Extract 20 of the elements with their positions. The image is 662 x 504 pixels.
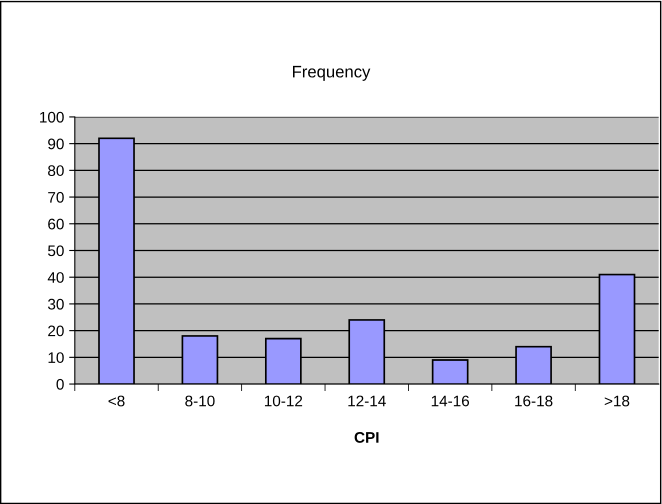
y-tick-label: 60 — [48, 218, 64, 230]
y-tick-label: 80 — [48, 165, 64, 176]
y-tick-label: 50 — [48, 245, 64, 256]
x-axis-title: CPI — [354, 432, 378, 443]
x-tick-label: 16-18 — [515, 396, 552, 406]
y-tick-label: 30 — [48, 298, 64, 310]
y-tick-label: 100 — [40, 112, 64, 123]
x-tick-label: 12-14 — [348, 396, 386, 406]
y-tick-label: 40 — [48, 272, 64, 283]
y-tick-label: 90 — [48, 138, 64, 150]
x-tick-label: <8 — [108, 396, 125, 406]
y-tick-label: 70 — [48, 192, 64, 203]
x-tick-label: 14-16 — [432, 396, 470, 406]
chart-title: Frequency — [293, 66, 370, 81]
x-tick-label: 10-12 — [264, 396, 302, 406]
y-tick-label: 10 — [48, 352, 64, 364]
y-tick-label: 20 — [48, 325, 64, 336]
x-tick-label: 8-10 — [185, 396, 215, 406]
y-tick-label: 0 — [56, 378, 64, 390]
x-tick-label: >18 — [604, 396, 630, 406]
